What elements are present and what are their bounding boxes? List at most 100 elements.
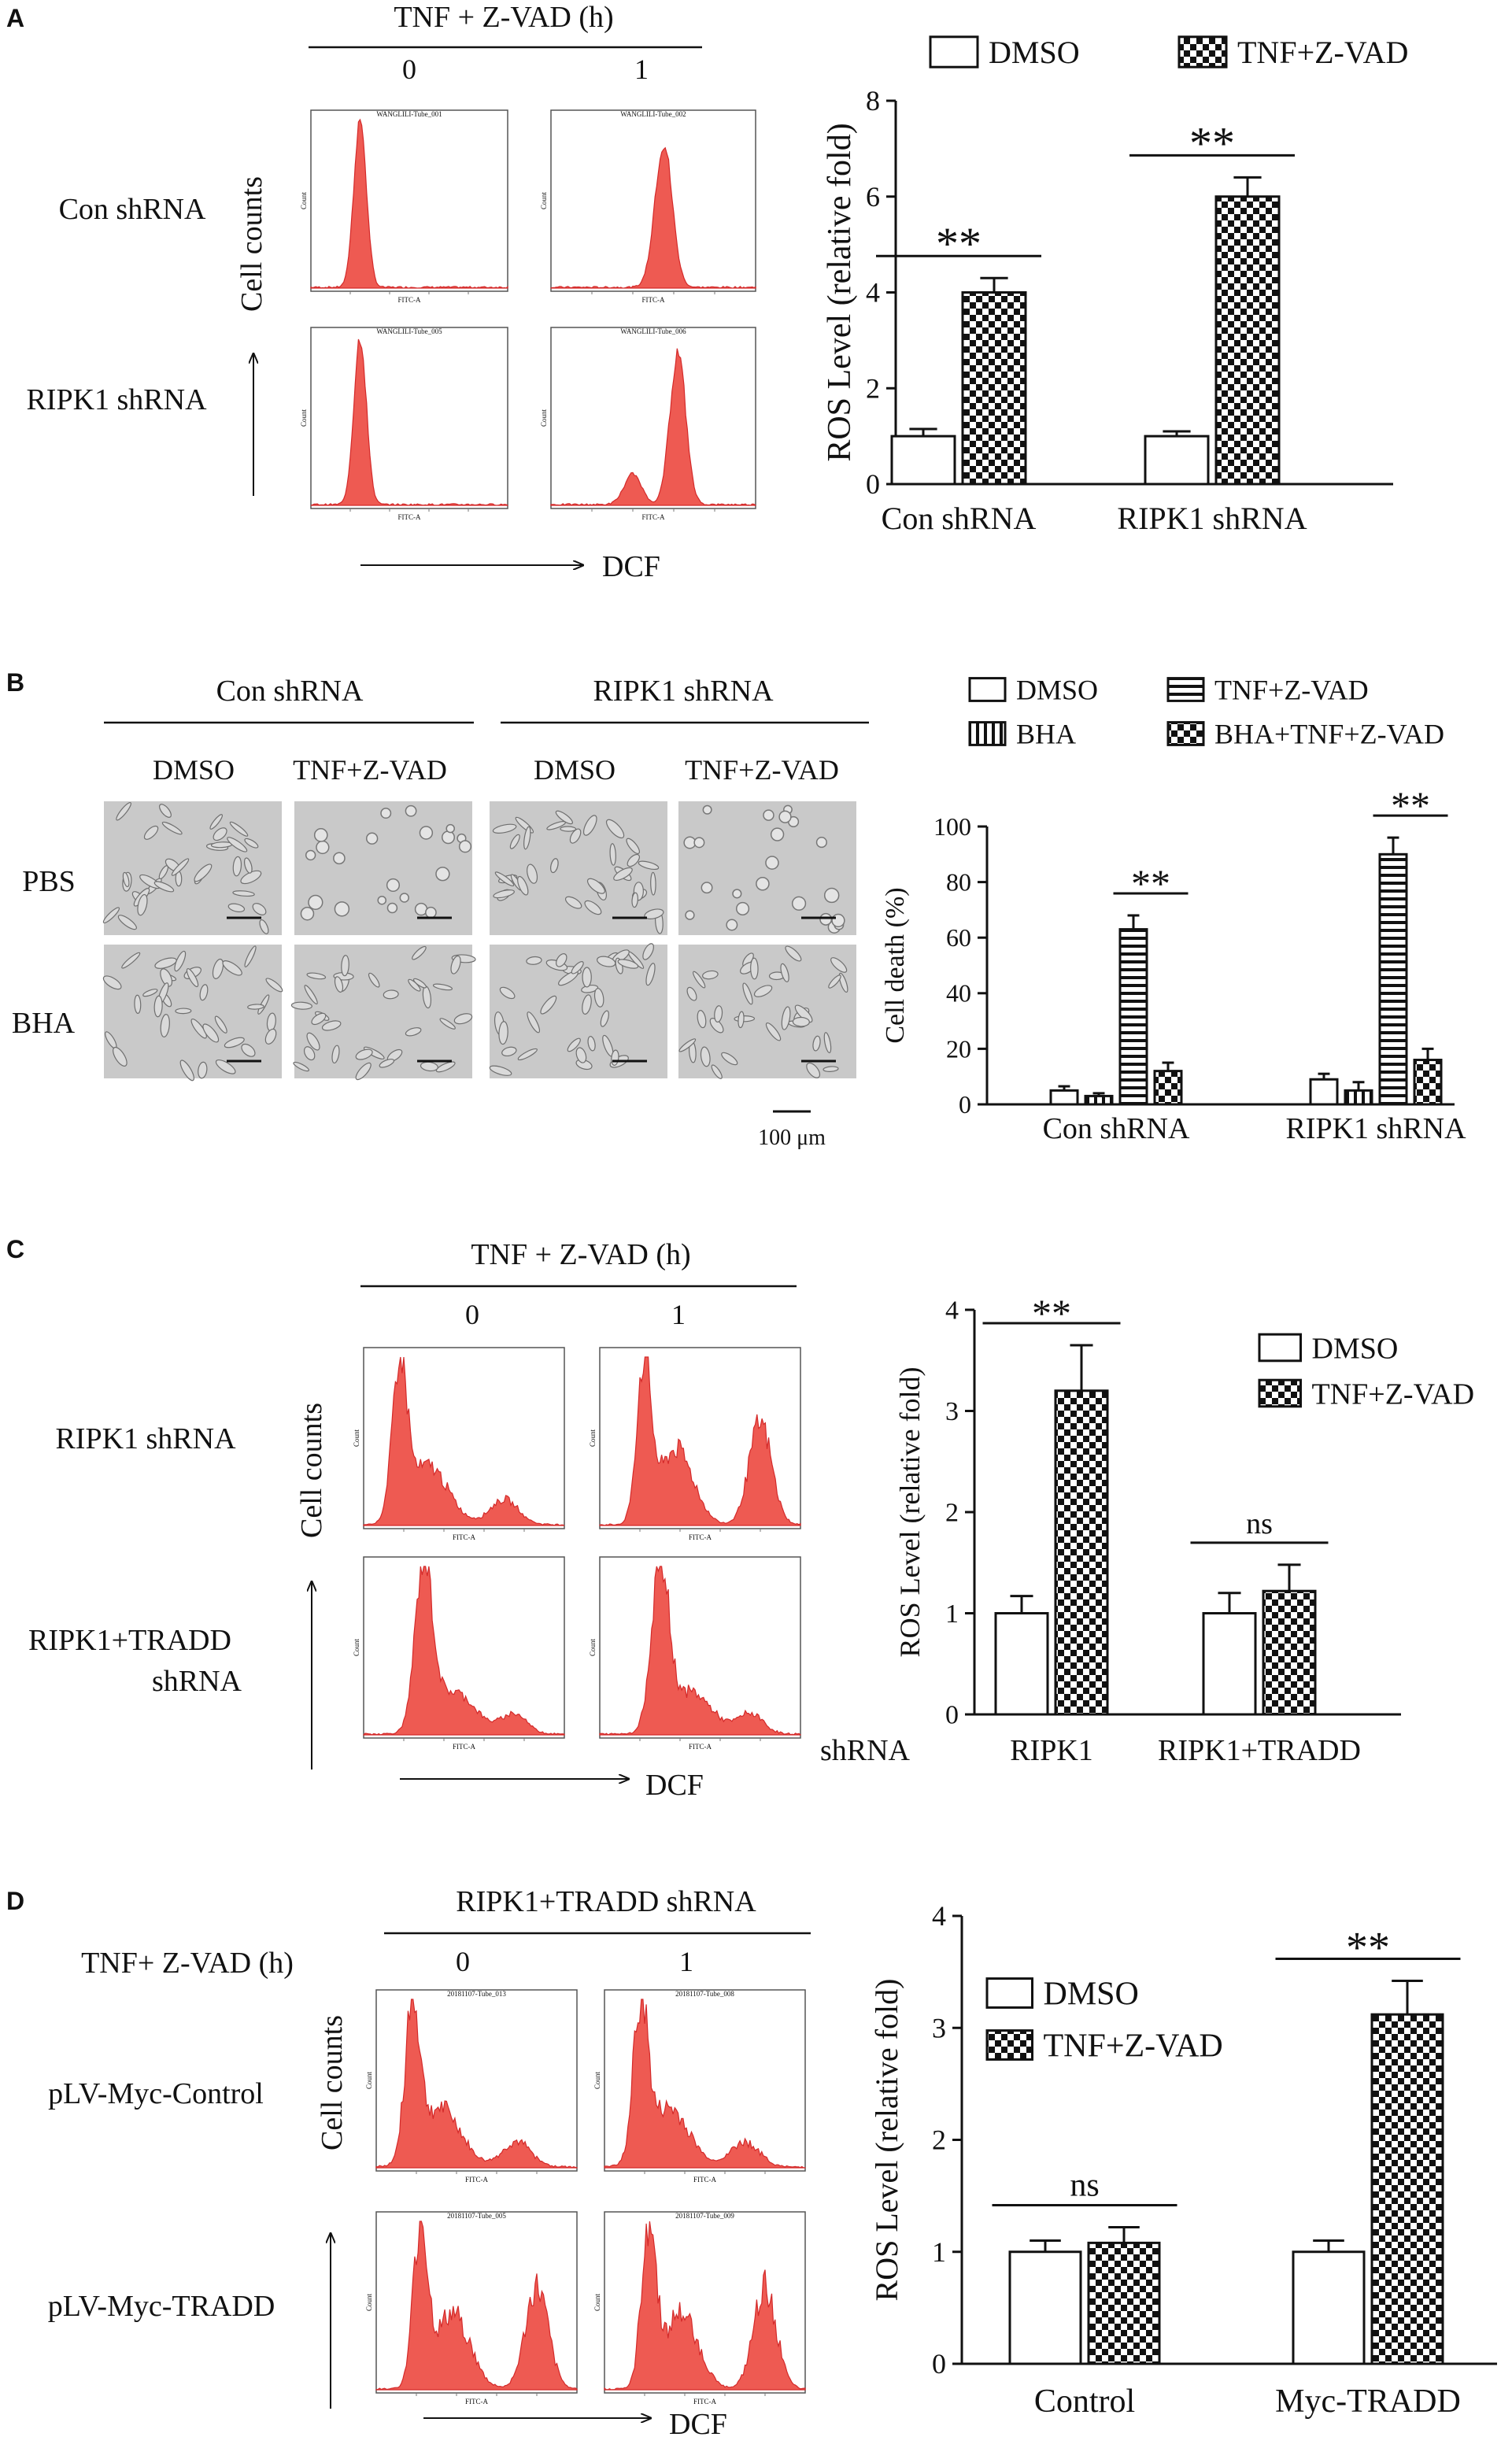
cell	[306, 1032, 320, 1051]
histogram-frame	[310, 327, 508, 509]
y-tick-label: 0	[959, 1090, 971, 1119]
cell	[432, 983, 453, 991]
bar	[1413, 1059, 1443, 1106]
cell	[492, 823, 517, 834]
cell	[738, 1011, 745, 1029]
cell	[555, 810, 573, 825]
histogram-title: 20181107-Tube_008	[675, 1990, 734, 1998]
cell	[399, 893, 409, 903]
cell	[501, 1046, 517, 1057]
cell	[523, 826, 531, 850]
histogram-x-label: FITC-A	[689, 1533, 712, 1541]
cell	[693, 971, 706, 989]
chart-c: 0 1 2 3 4 ROS Level (relative fold) RIPK1 ** RIP…	[820, 1291, 1474, 1767]
cell	[143, 825, 159, 840]
cell	[160, 968, 173, 987]
cell	[331, 1045, 340, 1064]
y-tick-label: 0	[945, 1701, 959, 1730]
panel-a-y-axis-label: Cell counts	[235, 176, 268, 312]
y-tick-label: 80	[946, 867, 971, 896]
micrograph-background	[104, 801, 282, 935]
cell	[499, 986, 516, 1000]
panel-d-time-label: TNF+ Z-VAD (h)	[81, 1947, 294, 1980]
histogram-y-label: Count	[589, 1429, 597, 1448]
x-category-label: Control	[1034, 2383, 1135, 2420]
histogram-curve	[604, 1999, 806, 2169]
cell	[171, 858, 190, 876]
histogram-y-label: Count	[353, 1429, 360, 1448]
cell	[714, 1005, 723, 1023]
legend-swatch	[1258, 1378, 1302, 1408]
cell	[137, 893, 148, 916]
bar	[1202, 1612, 1257, 1716]
micrograph	[294, 801, 472, 935]
y-tick-label: 3	[945, 1397, 959, 1426]
flow-histogram: 20181107-Tube_008 FITC-A Count	[593, 1989, 806, 2184]
cell	[209, 814, 224, 830]
cell	[756, 876, 770, 891]
legend-label: DMSO	[1016, 675, 1098, 706]
cell	[593, 988, 604, 1008]
cell	[819, 912, 833, 926]
histogram-title: 20181107-Tube_009	[675, 2212, 734, 2220]
y-axis-label: ROS Level (relative fold)	[894, 1367, 926, 1658]
x-category-label: Con shRNA	[1043, 1112, 1190, 1145]
bar	[961, 291, 1027, 486]
panel-b-group-ripk1: RIPK1 shRNA	[593, 675, 774, 708]
cell	[556, 953, 567, 967]
panel-b-row-pbs: PBS	[22, 865, 76, 898]
micrograph-background	[104, 945, 282, 1078]
legend-swatch	[985, 1977, 1033, 2009]
x-category-label: Myc-TRADD	[1275, 2383, 1461, 2420]
cell	[785, 945, 802, 962]
panel-b-scale-label: 100 μm	[758, 1126, 826, 1150]
legend-swatch	[968, 721, 1007, 746]
cell	[613, 867, 633, 881]
cell	[609, 843, 616, 866]
y-axis-label: ROS Level (relative fold)	[822, 123, 858, 461]
cell	[582, 815, 597, 836]
bar	[1292, 2250, 1366, 2365]
histogram-curve	[550, 146, 756, 289]
cell	[645, 963, 656, 986]
cell	[321, 1020, 342, 1031]
cell	[179, 1059, 195, 1082]
cell	[693, 837, 705, 849]
cell	[303, 1046, 316, 1061]
cell	[709, 1018, 724, 1034]
cell	[526, 956, 542, 965]
significance-label: **	[1189, 117, 1235, 168]
cell	[241, 1043, 256, 1057]
y-tick-label: 3	[932, 2012, 946, 2043]
cell	[564, 896, 582, 909]
panel-d-row-tradd: pLV-Myc-TRADD	[48, 2290, 275, 2323]
panel-b-col-dmso-1: DMSO	[153, 754, 235, 786]
panel-a-histograms: WANGLILI-Tube_001FITC-ACountWANGLILI-Tub…	[300, 109, 756, 521]
cell	[792, 1016, 810, 1027]
bar	[1309, 1078, 1339, 1106]
cell	[153, 995, 163, 1018]
cell	[311, 1012, 327, 1026]
panel-c-row-ripk1: RIPK1 shRNA	[55, 1422, 236, 1455]
y-tick-label: 4	[866, 277, 880, 309]
histogram-y-label: Count	[540, 409, 548, 427]
histogram-x-label: FITC-A	[689, 1743, 712, 1751]
histogram-y-label: Count	[540, 192, 548, 210]
cell	[527, 863, 538, 884]
cell	[214, 1015, 227, 1034]
cell	[700, 1046, 711, 1067]
histogram-curve	[604, 2221, 806, 2391]
cell	[780, 963, 789, 982]
cell	[838, 972, 848, 993]
cell	[582, 994, 592, 1015]
cell	[631, 892, 638, 908]
significance-label: **	[1131, 861, 1170, 905]
legend-label: TNF+Z-VAD	[1237, 35, 1408, 70]
cell	[823, 1032, 832, 1053]
cell	[213, 827, 227, 841]
cell	[305, 849, 316, 861]
cell	[626, 838, 640, 855]
cell	[227, 837, 248, 852]
x-category-label: RIPK1+TRADD	[1158, 1734, 1361, 1767]
cell	[605, 819, 625, 839]
